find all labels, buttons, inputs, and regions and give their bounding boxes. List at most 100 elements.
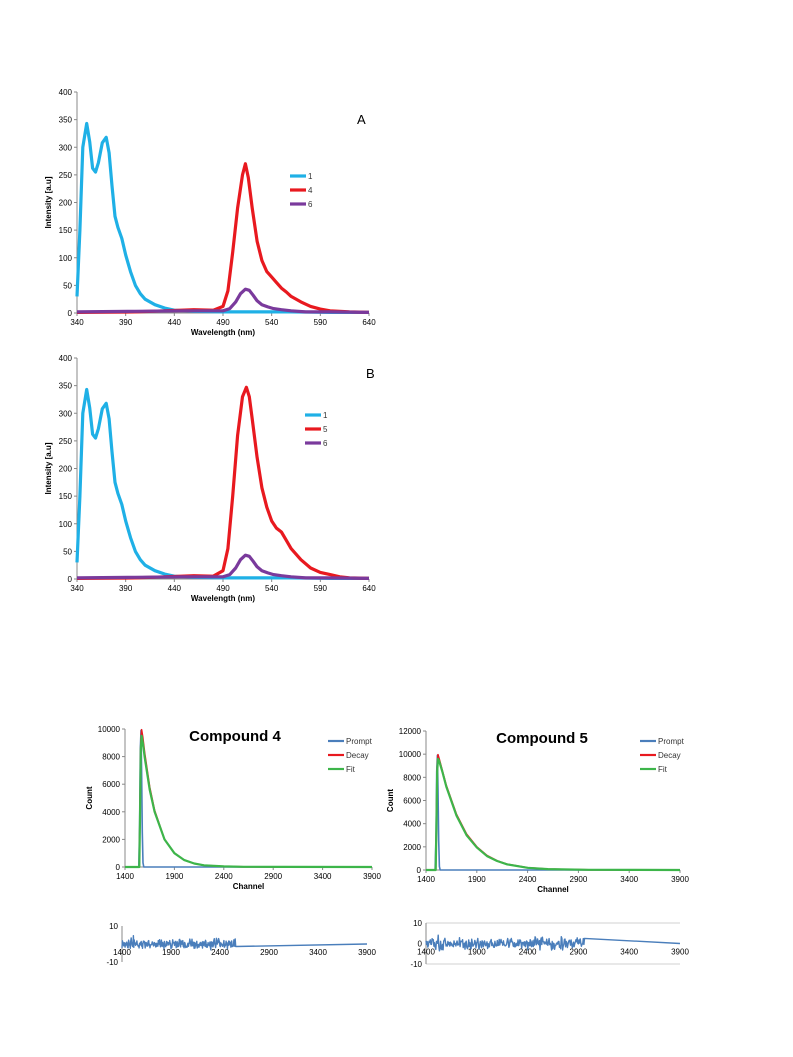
y-tick-label: 0 (417, 866, 422, 875)
x-tick-label: 3400 (620, 948, 638, 957)
y-axis-label: Count (386, 789, 395, 812)
x-axis-label: Channel (537, 885, 569, 894)
y-tick-label: 400 (59, 88, 73, 97)
legend-label: Prompt (346, 737, 373, 746)
x-tick-label: 3900 (671, 875, 689, 884)
chart-title: Compound 4 (189, 728, 281, 745)
chart-title: Compound 5 (496, 730, 588, 747)
y-tick-label: 10000 (399, 750, 422, 759)
x-tick-label: 2400 (211, 948, 229, 957)
x-tick-label: 1400 (417, 948, 435, 957)
legend-label: 6 (323, 439, 328, 448)
x-tick-label: 640 (362, 584, 376, 593)
y-tick-label: 350 (59, 382, 73, 391)
y-tick-label: 0 (116, 863, 121, 872)
legend-label: Decay (658, 751, 681, 760)
x-tick-label: 3900 (363, 872, 381, 881)
y-tick-label: 250 (59, 171, 73, 180)
x-tick-label: 1400 (417, 875, 435, 884)
x-tick-label: 2900 (570, 875, 588, 884)
y-tick-label: 4000 (102, 808, 120, 817)
residual-line (425, 934, 681, 952)
residual-line (121, 935, 368, 951)
y-tick-label: 100 (59, 254, 73, 263)
series-line-Prompt (426, 754, 680, 871)
y-tick-label: 6000 (403, 797, 421, 806)
legend-label: 1 (308, 172, 313, 181)
x-tick-label: 1900 (468, 875, 486, 884)
chart-4: 0 2000 4000 6000 8000 10000 12000 1400 1900 2400 2… (386, 727, 689, 894)
legend-label: 4 (308, 186, 313, 195)
y-tick-label: 0 (68, 309, 73, 318)
y-tick-label: 2000 (102, 835, 120, 844)
y-tick-label: -10 (106, 958, 118, 967)
legend-label: Fit (346, 765, 356, 774)
y-axis-label: Intensity [a.u] (44, 176, 53, 228)
chart-2: 0 2000 4000 6000 8000 10000 1400 1900 2400 2900 34… (85, 725, 381, 891)
y-tick-label: 400 (59, 354, 73, 363)
legend-label: Decay (346, 751, 369, 760)
y-tick-label: 100 (59, 520, 73, 529)
x-tick-label: 390 (119, 318, 133, 327)
legend-label: 5 (323, 425, 328, 434)
x-axis-label: Wavelength (nm) (191, 594, 255, 603)
x-tick-label: 2400 (519, 875, 537, 884)
x-tick-label: 490 (216, 584, 230, 593)
x-axis-label: Channel (233, 882, 265, 891)
y-axis-label: Intensity [a.u] (44, 442, 53, 494)
series-line-Decay (426, 753, 681, 871)
x-tick-label: 340 (70, 584, 84, 593)
series-line-Prompt (125, 729, 372, 868)
y-tick-label: 0 (418, 940, 423, 949)
y-tick-label: 300 (59, 409, 73, 418)
y-tick-label: -10 (410, 960, 422, 969)
y-tick-label: 50 (63, 547, 72, 556)
x-tick-label: 440 (168, 318, 182, 327)
x-tick-label: 3400 (309, 948, 327, 957)
y-tick-label: 0 (68, 575, 73, 584)
y-tick-label: 8000 (102, 753, 120, 762)
chart-0: 0 50 100 150 200 250 300 350 400 340 390 440 490 540 5… (44, 88, 376, 337)
y-axis-label: Count (85, 786, 94, 809)
y-tick-label: 10 (413, 919, 422, 928)
x-tick-label: 590 (314, 584, 328, 593)
y-tick-label: 150 (59, 492, 73, 501)
y-tick-label: 250 (59, 437, 73, 446)
y-tick-label: 10 (109, 922, 118, 931)
series-line-4 (76, 162, 370, 314)
x-tick-label: 540 (265, 584, 279, 593)
series-line-Decay (125, 728, 373, 868)
y-tick-label: 150 (59, 226, 73, 235)
x-tick-label: 1900 (162, 948, 180, 957)
x-tick-label: 2900 (264, 872, 282, 881)
series-line-Fit (426, 757, 681, 872)
chart-1: 0 50 100 150 200 250 300 350 400 340 390 440 490 540 5… (44, 354, 376, 603)
legend-label: Prompt (658, 737, 685, 746)
x-tick-label: 3900 (671, 948, 689, 957)
y-tick-label: 6000 (102, 780, 120, 789)
x-tick-label: 3400 (314, 872, 332, 881)
x-tick-label: 1400 (113, 948, 131, 957)
series-line-5 (76, 385, 370, 580)
y-tick-label: 200 (59, 199, 73, 208)
x-tick-label: 340 (70, 318, 84, 327)
residual-chart-3: -10 10 1400 1900 2400 2900 3400 3900 (106, 922, 376, 967)
x-tick-label: 1900 (166, 872, 184, 881)
legend-label: Fit (658, 765, 668, 774)
x-tick-label: 1400 (116, 872, 134, 881)
residual-chart-5: -10 0 10 1400 1900 2400 2900 3400 3900 (410, 919, 689, 969)
y-tick-label: 10000 (98, 725, 121, 734)
x-tick-label: 1900 (468, 948, 486, 957)
y-tick-label: 4000 (403, 820, 421, 829)
y-tick-label: 300 (59, 143, 73, 152)
x-axis-label: Wavelength (nm) (191, 328, 255, 337)
legend-label: 1 (323, 411, 328, 420)
x-tick-label: 2900 (260, 948, 278, 957)
x-tick-label: 2400 (215, 872, 233, 881)
x-tick-label: 3400 (620, 875, 638, 884)
series-line-Fit (125, 734, 373, 869)
y-tick-label: 200 (59, 465, 73, 474)
x-tick-label: 540 (265, 318, 279, 327)
x-tick-label: 2400 (519, 948, 537, 957)
